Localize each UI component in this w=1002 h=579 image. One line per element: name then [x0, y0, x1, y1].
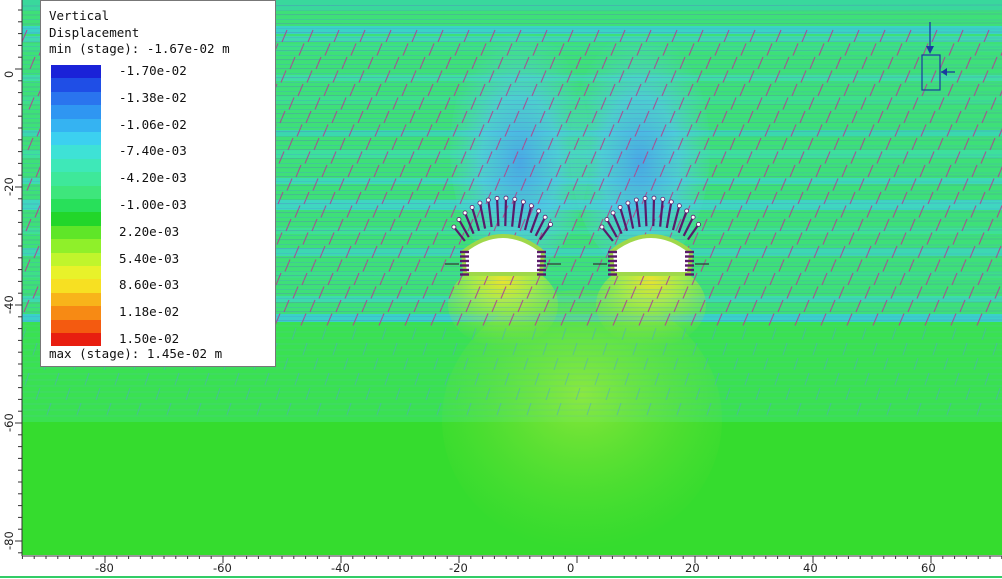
legend-swatch [51, 306, 101, 320]
legend-swatch [51, 266, 101, 280]
legend-value-label: -1.70e-02 [119, 63, 187, 78]
axis-ticks [15, 9, 1002, 563]
legend-swatch [51, 145, 101, 159]
tunnel-left [445, 195, 561, 276]
legend-swatch [51, 292, 101, 307]
legend-swatch [51, 158, 101, 173]
legend-min-label: min (stage): -1.67e-02 m [49, 41, 230, 56]
legend-swatch [51, 172, 101, 186]
legend-value-label: -4.20e-03 [119, 170, 187, 186]
settlement-zone-right [570, 30, 710, 270]
heave-zone-lower [442, 290, 722, 550]
legend-value-label: 1.18e-02 [119, 304, 180, 320]
x-tick-label: 20 [685, 561, 700, 575]
y-tick-label: -40 [2, 295, 16, 314]
legend-swatch [51, 333, 101, 347]
legend-swatch [51, 78, 101, 92]
legend-max-label: max (stage): 1.45e-02 m [49, 346, 223, 361]
legend-value-label: -1.00e-03 [119, 197, 187, 212]
x-tick-label: -80 [95, 561, 114, 575]
legend-swatch [51, 199, 101, 213]
legend-title: Vertical Displacement [49, 8, 140, 40]
x-tick-label: 40 [803, 561, 818, 575]
legend-swatch [51, 132, 101, 146]
legend-swatch [51, 239, 101, 253]
legend-swatch [51, 252, 101, 266]
legend-swatch [51, 279, 101, 293]
x-tick-label: 60 [921, 561, 936, 575]
legend-value-label: 8.60e-03 [119, 277, 180, 293]
legend-value-label: 5.40e-03 [119, 250, 180, 266]
legend-swatch [51, 225, 101, 240]
y-tick-label: -80 [2, 531, 16, 550]
y-tick-label: -60 [2, 413, 16, 432]
legend-value-label: -1.06e-02 [119, 116, 187, 132]
legend-panel: Vertical Displacement min (stage): -1.67… [40, 0, 276, 367]
tunnel-right [593, 195, 709, 276]
x-tick-label: -40 [331, 561, 350, 575]
x-tick-label: -20 [449, 561, 468, 575]
legend-swatch [51, 105, 101, 119]
legend-swatch [51, 91, 101, 106]
legend-value-label: 1.50e-02 [119, 331, 180, 346]
settlement-zone-left [450, 30, 590, 270]
legend-swatch [51, 212, 101, 226]
y-tick-label: 0 [2, 70, 16, 78]
legend-swatch [51, 319, 101, 333]
boundary-load-icon [921, 22, 955, 91]
x-tick-label: -60 [213, 561, 232, 575]
x-tick-label: 0 [567, 561, 575, 575]
tunnels [445, 195, 709, 276]
heave-zone-left [448, 263, 558, 347]
legend-swatch [51, 118, 101, 132]
y-tick-label: -20 [2, 177, 16, 196]
legend-value-label: -7.40e-03 [119, 143, 187, 159]
legend-swatch [51, 185, 101, 199]
legend-value-label: -1.38e-02 [119, 89, 187, 105]
legend-swatch [51, 65, 101, 79]
legend-value-label: 2.20e-03 [119, 223, 180, 239]
